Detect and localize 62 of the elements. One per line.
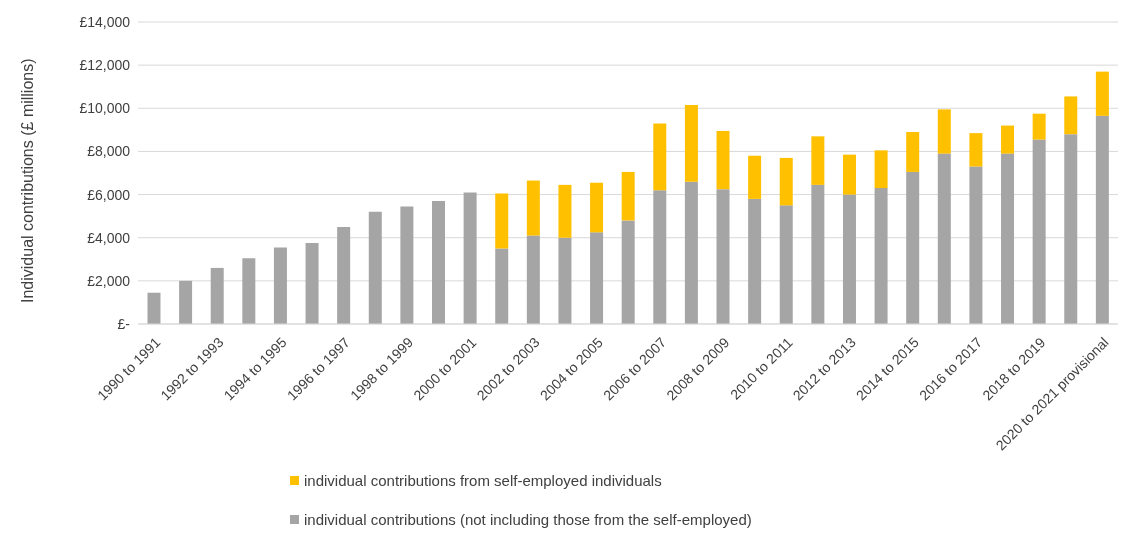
bar bbox=[842, 154, 856, 195]
bar bbox=[179, 280, 193, 324]
bar bbox=[937, 153, 951, 324]
bar bbox=[558, 237, 572, 324]
bar bbox=[1001, 125, 1015, 154]
bar bbox=[621, 220, 635, 324]
bar bbox=[969, 166, 983, 324]
y-tick-label: £10,000 bbox=[79, 100, 131, 117]
bar bbox=[147, 292, 161, 324]
bar bbox=[906, 171, 920, 324]
bar bbox=[716, 130, 730, 190]
bar bbox=[653, 190, 667, 324]
bar bbox=[590, 182, 604, 233]
bar bbox=[811, 136, 825, 185]
bar bbox=[273, 247, 287, 324]
bar bbox=[400, 206, 414, 324]
bar bbox=[1032, 113, 1046, 140]
bar bbox=[305, 243, 319, 324]
bar bbox=[779, 157, 793, 206]
bar bbox=[906, 132, 920, 172]
bar bbox=[811, 184, 825, 324]
bar bbox=[495, 193, 509, 249]
y-tick-label: £2,000 bbox=[87, 272, 131, 289]
bar bbox=[1095, 71, 1109, 116]
bar bbox=[748, 198, 762, 324]
bar bbox=[558, 184, 572, 238]
bar bbox=[1095, 115, 1109, 324]
bar bbox=[874, 150, 888, 189]
legend-label: individual contributions from self-employed individuals bbox=[304, 472, 662, 489]
bar bbox=[653, 123, 667, 191]
bar bbox=[748, 155, 762, 199]
bar bbox=[779, 205, 793, 324]
bar bbox=[1032, 139, 1046, 324]
bar bbox=[621, 171, 635, 221]
bar bbox=[716, 189, 730, 324]
bar bbox=[526, 180, 540, 236]
bar bbox=[684, 181, 698, 324]
bar bbox=[590, 232, 604, 324]
bar bbox=[1001, 153, 1015, 324]
bar bbox=[337, 226, 351, 324]
y-tick-label: £14,000 bbox=[79, 13, 131, 30]
bar bbox=[842, 194, 856, 324]
bar bbox=[463, 192, 477, 324]
bar bbox=[874, 188, 888, 324]
y-tick-label: £6,000 bbox=[87, 186, 131, 203]
legend-label: individual contributions (not including those from the self-employed) bbox=[304, 511, 752, 528]
bar bbox=[210, 267, 224, 324]
bar bbox=[242, 258, 256, 324]
bar bbox=[937, 109, 951, 154]
y-tick-label: £12,000 bbox=[79, 57, 131, 74]
y-tick-label: £- bbox=[117, 315, 131, 332]
bar bbox=[1064, 96, 1078, 135]
y-axis-title: Individual contributions (£ millions) bbox=[18, 58, 36, 303]
bar bbox=[432, 201, 445, 324]
bar bbox=[684, 105, 698, 182]
y-tick-label: £4,000 bbox=[87, 229, 131, 246]
bar bbox=[495, 248, 509, 324]
y-tick-label: £8,000 bbox=[87, 143, 131, 160]
bar bbox=[526, 235, 540, 324]
bar bbox=[969, 133, 983, 167]
bar bbox=[368, 211, 382, 324]
bar bbox=[1064, 134, 1078, 324]
